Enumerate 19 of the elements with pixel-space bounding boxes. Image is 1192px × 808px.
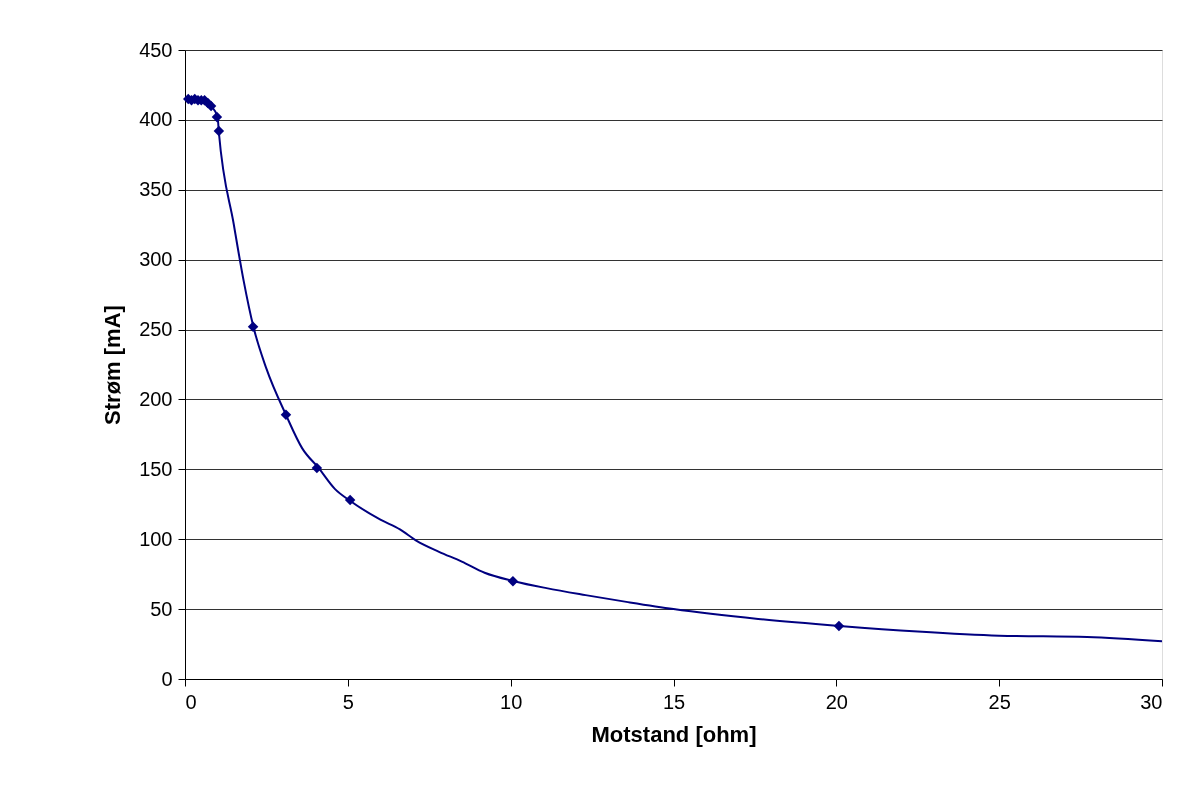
y-tick-label: 300	[139, 248, 173, 271]
y-tick-label: 200	[139, 387, 173, 410]
x-tick-label: 15	[662, 690, 686, 713]
x-tick-label: 5	[342, 690, 354, 713]
y-tick-label: 150	[139, 457, 173, 480]
y-tick-label: 250	[139, 318, 173, 341]
y-axis-title: Strøm [mA]	[100, 305, 126, 425]
y-tick-label: 350	[139, 178, 173, 201]
x-tick-label: 30	[1140, 690, 1163, 713]
y-tick-label: 100	[139, 527, 173, 550]
x-tick-label: 0	[185, 690, 197, 713]
x-axis-title: Motstand [ohm]	[591, 721, 757, 747]
y-tick-label: 50	[150, 597, 173, 620]
x-tick-label: 20	[825, 690, 848, 713]
y-tick-label: 450	[139, 38, 173, 61]
x-tick-label: 10	[500, 690, 523, 713]
y-tick-label: 0	[161, 667, 173, 690]
y-tick-label: 400	[139, 108, 173, 131]
x-tick-label: 25	[988, 690, 1011, 713]
